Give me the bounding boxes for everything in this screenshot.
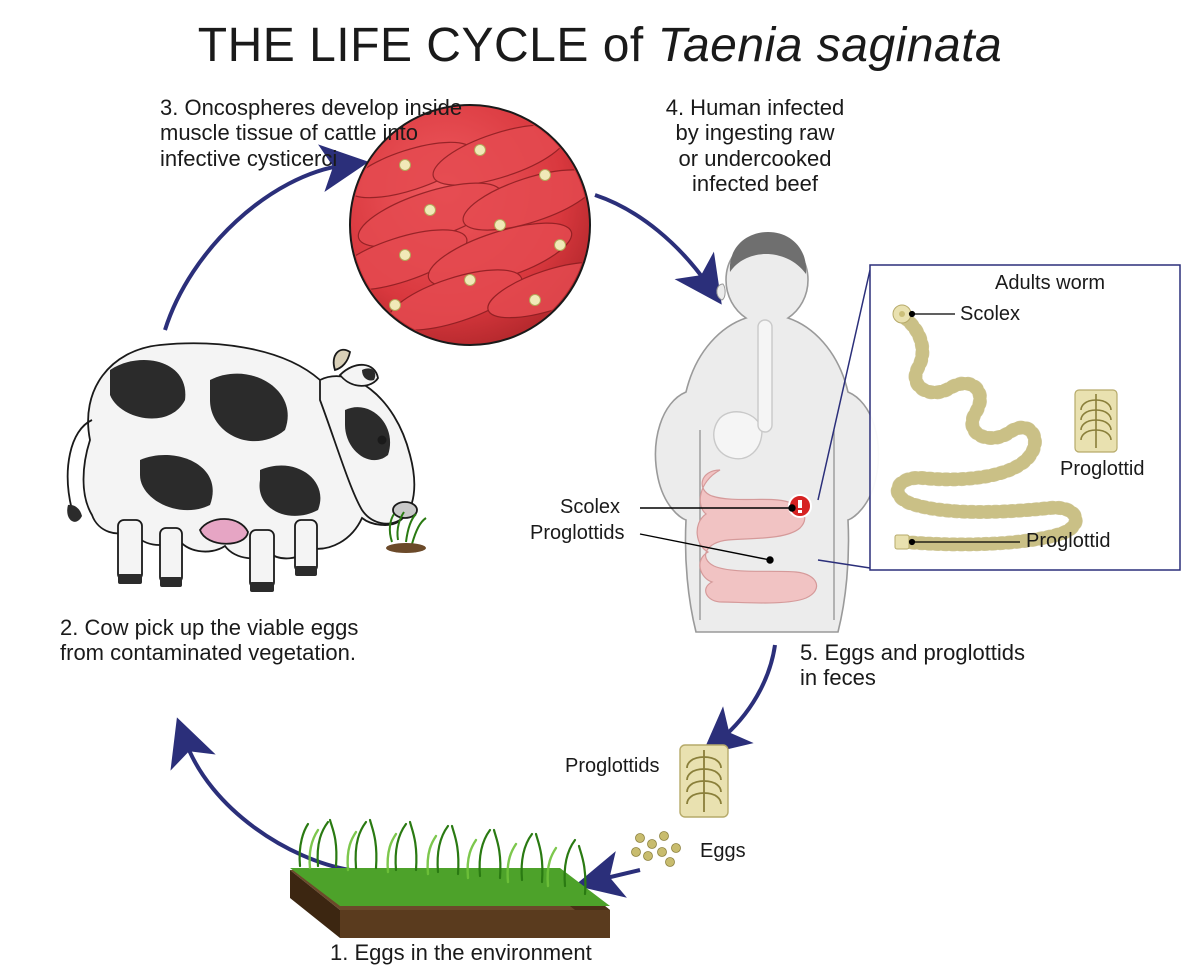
diagram-stage: THE LIFE CYCLE of Taenia saginata: [0, 0, 1200, 968]
label-scolex-human: Scolex: [560, 496, 620, 519]
human-illustration: [640, 232, 878, 632]
scolex-marker-icon: [789, 495, 811, 517]
detail-proglottid-top: Proglottid: [1060, 458, 1145, 481]
cycle-arrows: [165, 165, 775, 880]
label-eggs-feces: Eggs: [700, 840, 746, 863]
caption-step-5: 5. Eggs and proglottidsin feces: [800, 640, 1060, 691]
label-proglottids-feces: Proglottids: [565, 755, 660, 778]
page-title: THE LIFE CYCLE of Taenia saginata: [0, 18, 1200, 73]
environment-illustration: [290, 820, 610, 938]
caption-step-4: 4. Human infectedby ingesting rawor unde…: [640, 95, 870, 196]
label-proglottids-human: Proglottids: [530, 522, 625, 545]
caption-step-1: 1. Eggs in the environment: [330, 940, 630, 965]
detail-scolex-label: Scolex: [960, 303, 1020, 326]
cow-illustration: [67, 343, 426, 592]
detail-title: Adults worm: [960, 272, 1140, 295]
title-species: Taenia saginata: [658, 19, 1003, 72]
title-prefix: THE LIFE CYCLE of: [198, 19, 658, 72]
caption-step-2: 2. Cow pick up the viable eggsfrom conta…: [60, 615, 420, 666]
caption-step-3: 3. Oncospheres develop insidemuscle tiss…: [160, 95, 500, 171]
detail-proglottid-bottom: Proglottid: [1026, 530, 1111, 553]
